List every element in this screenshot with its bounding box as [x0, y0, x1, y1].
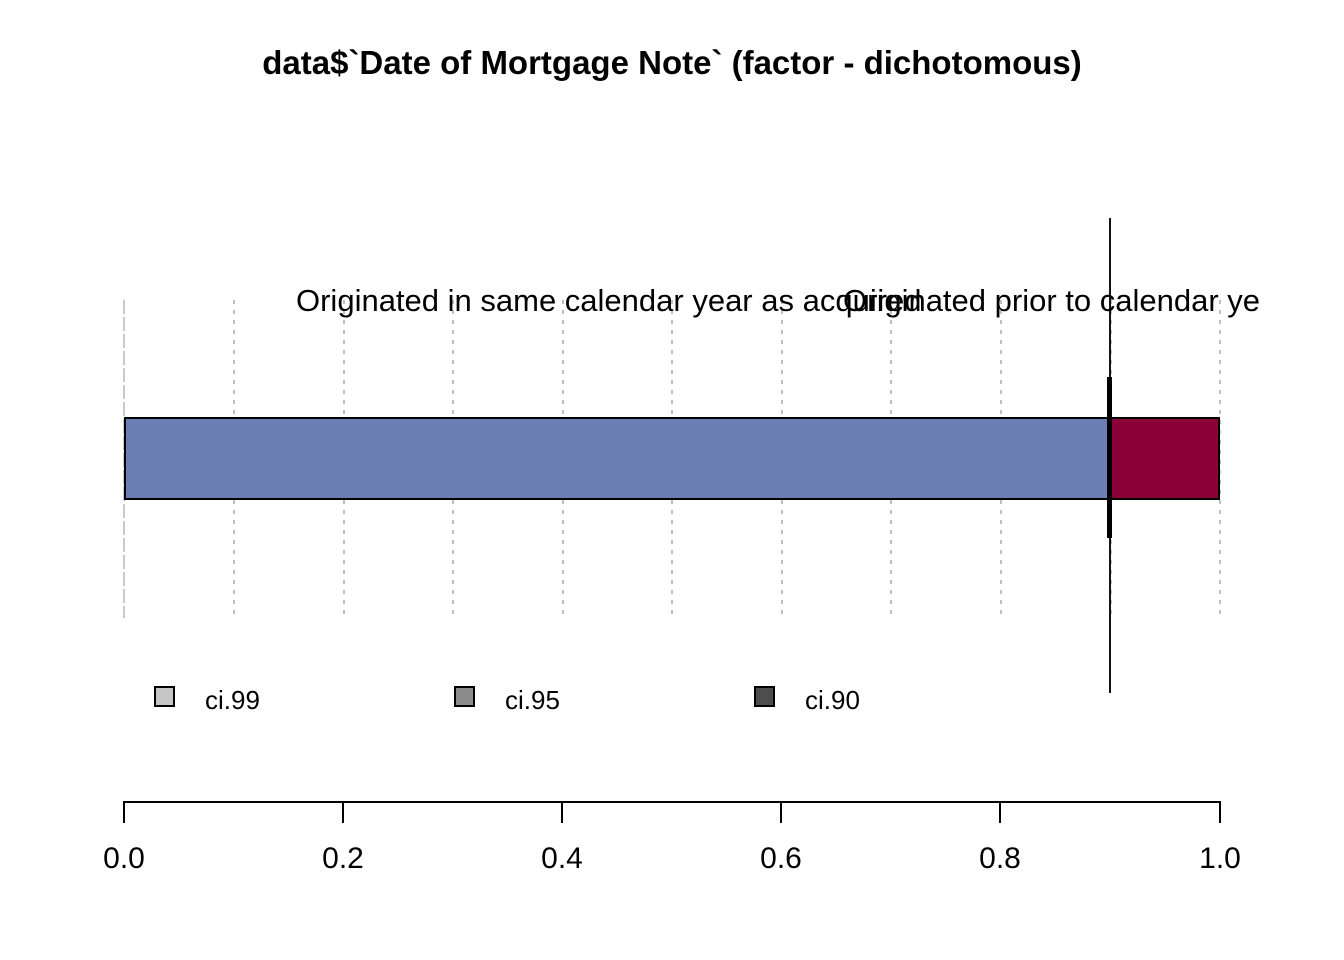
x-axis-tick-label-0.6: 0.6 [760, 842, 802, 875]
stacked-bar [124, 417, 1220, 500]
legend-label-ci90: ci.90 [805, 685, 860, 715]
category-label-same-year: Originated in same calendar year as acqu… [296, 283, 922, 318]
x-axis-tick-0.0 [123, 803, 125, 823]
x-axis-tick-0.6 [780, 803, 782, 823]
x-axis-tick-label-0.2: 0.2 [322, 842, 364, 875]
legend-swatch-ci95 [454, 686, 475, 707]
category-label-prior-year: Originated prior to calendar ye [843, 283, 1261, 318]
x-axis-tick-0.8 [999, 803, 1001, 823]
legend-swatch-ci99 [154, 686, 175, 707]
x-axis-line [123, 801, 1221, 803]
x-axis-tick-1.0 [1219, 803, 1221, 823]
x-axis-tick-label-0.4: 0.4 [541, 842, 583, 875]
x-axis-tick-0.2 [342, 803, 344, 823]
legend-swatch-ci90 [754, 686, 775, 707]
gridline-1.0 [1219, 300, 1221, 618]
bar-segment-prior-year [1110, 417, 1220, 500]
x-axis-tick-0.4 [561, 803, 563, 823]
x-axis-tick-label-0.0: 0.0 [103, 842, 145, 875]
chart-title: data$`Date of Mortgage Note` (factor - d… [262, 44, 1082, 81]
legend-label-ci99: ci.99 [205, 685, 260, 715]
ci-line-thick [1107, 377, 1112, 538]
bar-segment-same-year [124, 417, 1110, 500]
x-axis-tick-label-0.8: 0.8 [979, 842, 1021, 875]
legend-label-ci95: ci.95 [505, 685, 560, 715]
x-axis-tick-label-1.0: 1.0 [1199, 842, 1241, 875]
